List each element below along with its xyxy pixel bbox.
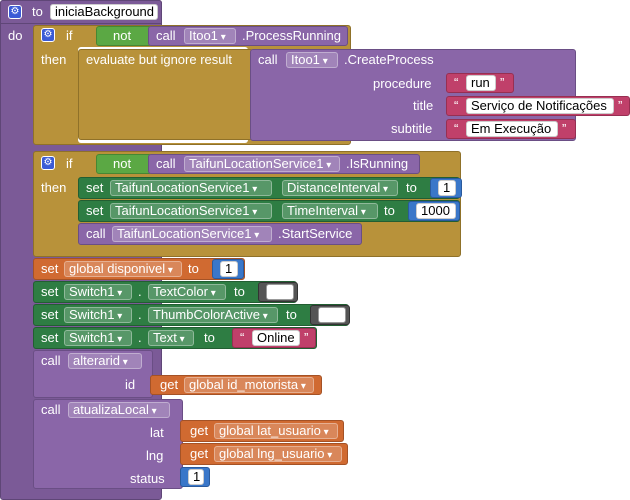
text-value-subtitle[interactable]: Em Execução — [466, 121, 558, 137]
procedure-dropdown[interactable]: atualizaLocal — [68, 402, 170, 418]
quote-close: ” — [304, 330, 309, 345]
arg-id: id — [125, 377, 136, 392]
method-label: .ProcessRunning — [242, 28, 341, 43]
keyword-to: to — [406, 180, 417, 195]
keyword-call: call — [41, 353, 61, 368]
keyword-to: to — [32, 4, 43, 19]
keyword-call: call — [156, 156, 176, 171]
keyword-to: to — [384, 203, 395, 218]
keyword-not: not — [113, 28, 132, 43]
gear-icon[interactable]: ⚙ — [41, 28, 55, 42]
keyword-not: not — [113, 156, 132, 171]
evaluate-block[interactable] — [78, 49, 253, 140]
keyword-to: to — [234, 284, 245, 299]
quote-open: “ — [454, 121, 459, 136]
quote-open: “ — [454, 98, 459, 113]
evaluate-label: evaluate but ignore result — [86, 52, 232, 67]
keyword-if: if — [66, 156, 73, 171]
component-dropdown[interactable]: TaifunLocationService1 — [110, 203, 272, 219]
quote-close: ” — [500, 75, 505, 90]
number-value[interactable]: 1 — [188, 469, 204, 485]
property-dropdown[interactable]: DistanceInterval — [282, 180, 398, 196]
keyword-if: if — [66, 28, 73, 43]
variable-dropdown[interactable]: global id_motorista — [184, 377, 314, 393]
gear-icon[interactable]: ⚙ — [41, 156, 55, 170]
number-value[interactable]: 1 — [438, 180, 456, 196]
number-value[interactable]: 1000 — [416, 203, 456, 219]
component-dropdown[interactable]: Itoo1 — [286, 52, 338, 68]
quote-close: ” — [562, 121, 567, 136]
number-value[interactable]: 1 — [220, 261, 238, 277]
keyword-set: set — [41, 330, 59, 345]
arg-subtitle: subtitle — [391, 121, 433, 136]
component-dropdown[interactable]: TaifunLocationService1 — [112, 226, 272, 242]
dot-label: . — [138, 330, 142, 345]
procedure-name-field[interactable]: iniciaBackground — [50, 4, 158, 20]
keyword-then: then — [41, 52, 67, 67]
component-dropdown[interactable]: Switch1 — [64, 330, 132, 346]
keyword-call: call — [86, 226, 106, 241]
quote-open: “ — [240, 330, 245, 345]
variable-dropdown[interactable]: global disponivel — [64, 261, 182, 277]
keyword-get: get — [190, 423, 209, 438]
keyword-to: to — [188, 261, 199, 276]
property-dropdown[interactable]: TimeInterval — [282, 203, 378, 219]
arg-status: status — [130, 471, 165, 486]
property-dropdown[interactable]: Text — [148, 330, 194, 346]
method-label: .StartService — [278, 226, 353, 241]
dot-label: . — [138, 284, 142, 299]
arg-title: title — [413, 98, 434, 113]
component-dropdown[interactable]: Switch1 — [64, 307, 132, 323]
keyword-set: set — [86, 203, 104, 218]
component-dropdown[interactable]: TaifunLocationService1 — [184, 156, 340, 172]
color-swatch-white[interactable] — [318, 307, 346, 323]
arg-lat: lat — [150, 425, 164, 440]
keyword-get: get — [160, 377, 179, 392]
procedure-dropdown[interactable]: alterarid — [68, 353, 142, 369]
property-dropdown[interactable]: ThumbColorActive — [148, 307, 278, 323]
keyword-call: call — [41, 402, 61, 417]
arg-lng: lng — [146, 448, 164, 463]
text-value-title[interactable]: Serviço de Notificações — [466, 98, 614, 114]
text-value-online[interactable]: Online — [252, 330, 300, 346]
component-dropdown[interactable]: Switch1 — [64, 284, 132, 300]
method-label: .CreateProcess — [344, 52, 434, 67]
keyword-to: to — [286, 307, 297, 322]
keyword-call: call — [258, 52, 278, 67]
component-dropdown[interactable]: Itoo1 — [184, 28, 236, 44]
variable-dropdown[interactable]: global lng_usuario — [214, 446, 342, 462]
gear-icon[interactable]: ⚙ — [8, 5, 22, 19]
quote-close: ” — [618, 98, 623, 113]
keyword-then: then — [41, 180, 67, 195]
color-swatch-white[interactable] — [266, 284, 294, 300]
method-label: .IsRunning — [346, 156, 409, 171]
keyword-set: set — [41, 261, 59, 276]
text-value-run[interactable]: run — [466, 75, 496, 91]
keyword-set: set — [41, 284, 59, 299]
variable-dropdown[interactable]: global lat_usuario — [214, 423, 338, 439]
dot-label: . — [138, 307, 142, 322]
keyword-get: get — [190, 446, 209, 461]
quote-open: “ — [454, 75, 459, 90]
arg-procedure: procedure — [373, 76, 432, 91]
keyword-set: set — [41, 307, 59, 322]
keyword-call: call — [156, 28, 176, 43]
keyword-set: set — [86, 180, 104, 195]
keyword-to: to — [204, 330, 215, 345]
property-dropdown[interactable]: TextColor — [148, 284, 226, 300]
component-dropdown[interactable]: TaifunLocationService1 — [110, 180, 272, 196]
keyword-do: do — [8, 28, 23, 43]
